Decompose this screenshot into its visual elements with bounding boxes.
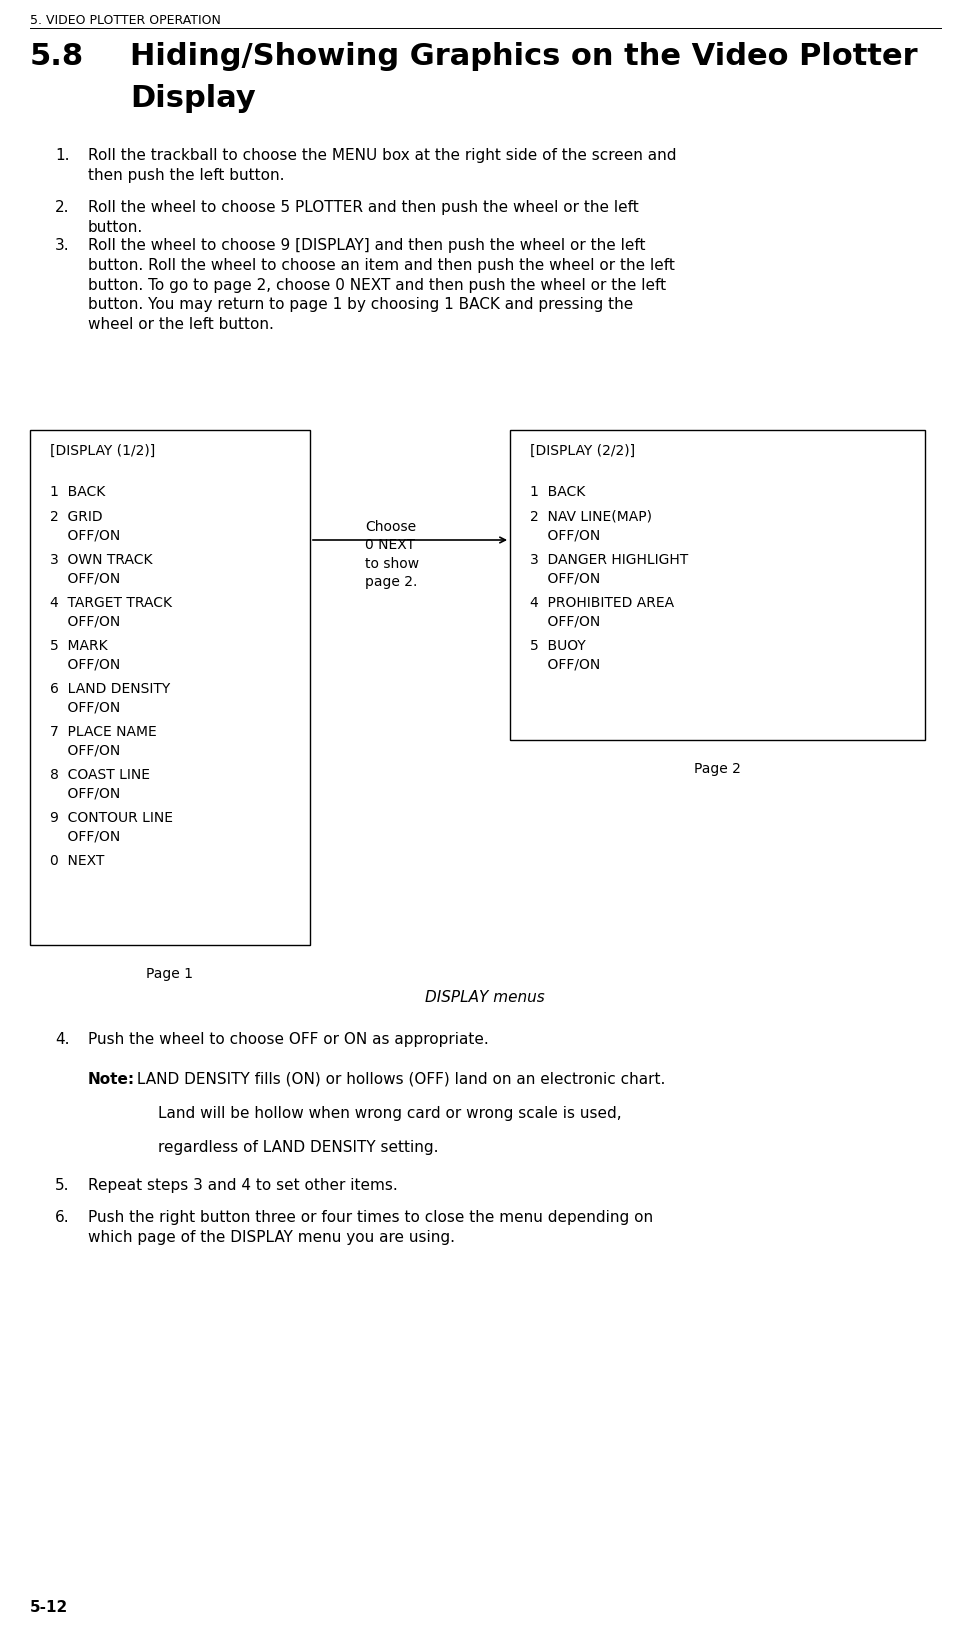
Text: 2.: 2. [55, 201, 70, 215]
Text: Note:: Note: [88, 1072, 135, 1087]
Text: Choose
0 NEXT
to show
page 2.: Choose 0 NEXT to show page 2. [365, 521, 419, 589]
Text: 5.8: 5.8 [30, 42, 84, 72]
Text: 4  PROHIBITED AREA
    OFF/ON: 4 PROHIBITED AREA OFF/ON [530, 596, 674, 628]
Text: 6  LAND DENSITY
    OFF/ON: 6 LAND DENSITY OFF/ON [50, 682, 170, 715]
Text: Display: Display [130, 83, 255, 113]
Text: Land will be hollow when wrong card or wrong scale is used,: Land will be hollow when wrong card or w… [158, 1106, 621, 1121]
Text: LAND DENSITY fills (ON) or hollows (OFF) land on an electronic chart.: LAND DENSITY fills (ON) or hollows (OFF)… [132, 1072, 665, 1087]
Text: 7  PLACE NAME
    OFF/ON: 7 PLACE NAME OFF/ON [50, 725, 156, 757]
Text: 4.: 4. [55, 1031, 70, 1048]
Text: DISPLAY menus: DISPLAY menus [425, 991, 545, 1005]
Text: Push the wheel to choose OFF or ON as appropriate.: Push the wheel to choose OFF or ON as ap… [88, 1031, 488, 1048]
Text: Page 2: Page 2 [693, 762, 741, 775]
Text: 6.: 6. [55, 1209, 70, 1226]
Text: 0  NEXT: 0 NEXT [50, 854, 104, 868]
Text: 4  TARGET TRACK
    OFF/ON: 4 TARGET TRACK OFF/ON [50, 596, 172, 628]
Text: 9  CONTOUR LINE
    OFF/ON: 9 CONTOUR LINE OFF/ON [50, 811, 173, 844]
Text: 8  COAST LINE
    OFF/ON: 8 COAST LINE OFF/ON [50, 769, 150, 800]
Text: 5  BUOY
    OFF/ON: 5 BUOY OFF/ON [530, 640, 600, 671]
Text: regardless of LAND DENSITY setting.: regardless of LAND DENSITY setting. [158, 1141, 439, 1155]
Text: 2  NAV LINE(MAP)
    OFF/ON: 2 NAV LINE(MAP) OFF/ON [530, 509, 652, 542]
Text: 1.: 1. [55, 149, 70, 163]
Text: Hiding/Showing Graphics on the Video Plotter: Hiding/Showing Graphics on the Video Plo… [130, 42, 918, 72]
Text: Roll the wheel to choose 5 PLOTTER and then push the wheel or the left
button.: Roll the wheel to choose 5 PLOTTER and t… [88, 201, 639, 235]
Text: 3.: 3. [55, 238, 70, 253]
Text: Roll the trackball to choose the MENU box at the right side of the screen and
th: Roll the trackball to choose the MENU bo… [88, 149, 677, 183]
Text: 5.: 5. [55, 1178, 70, 1193]
Text: Page 1: Page 1 [147, 968, 193, 981]
Text: 1  BACK: 1 BACK [50, 485, 105, 499]
Text: 3  OWN TRACK
    OFF/ON: 3 OWN TRACK OFF/ON [50, 553, 152, 586]
Text: 5-12: 5-12 [30, 1599, 68, 1616]
Text: 3  DANGER HIGHLIGHT
    OFF/ON: 3 DANGER HIGHLIGHT OFF/ON [530, 553, 688, 586]
Bar [510, 429, 925, 739]
Text: 5  MARK
    OFF/ON: 5 MARK OFF/ON [50, 640, 120, 671]
Text: Repeat steps 3 and 4 to set other items.: Repeat steps 3 and 4 to set other items. [88, 1178, 398, 1193]
Text: 1  BACK: 1 BACK [530, 485, 586, 499]
Text: 5. VIDEO PLOTTER OPERATION: 5. VIDEO PLOTTER OPERATION [30, 15, 220, 28]
Text: [DISPLAY (1/2)]: [DISPLAY (1/2)] [50, 444, 155, 459]
Text: [DISPLAY (2/2)]: [DISPLAY (2/2)] [530, 444, 635, 459]
Text: Push the right button three or four times to close the menu depending on
which p: Push the right button three or four time… [88, 1209, 653, 1245]
Text: 2  GRID
    OFF/ON: 2 GRID OFF/ON [50, 509, 120, 542]
Bar [30, 429, 310, 945]
Text: Roll the wheel to choose 9 [DISPLAY] and then push the wheel or the left
button.: Roll the wheel to choose 9 [DISPLAY] and… [88, 238, 675, 333]
